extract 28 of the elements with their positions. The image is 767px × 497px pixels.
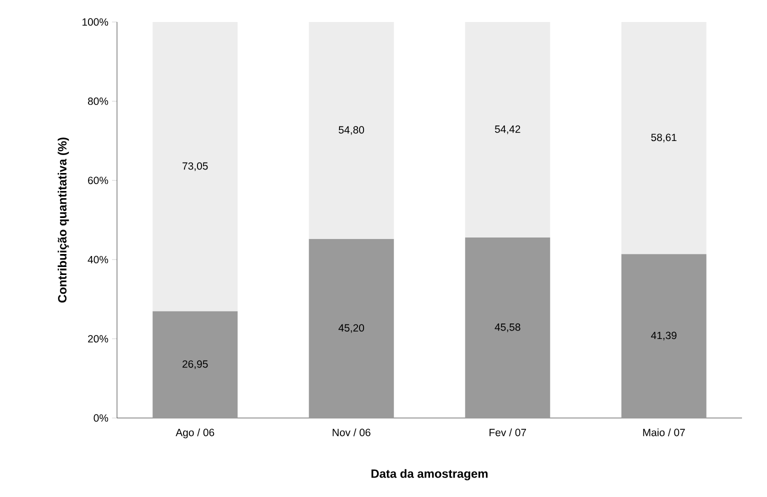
x-tick-label: Fev / 07 <box>490 428 526 436</box>
x-tick-label: Nov / 06 <box>332 428 370 436</box>
bar <box>621 254 706 418</box>
data-label: 41,39 <box>651 332 676 340</box>
y-tick-label: 40% <box>88 256 108 264</box>
x-axis-title: Data da amostragem <box>372 469 488 480</box>
bar <box>308 22 394 240</box>
bar <box>465 238 550 418</box>
data-label: 45,20 <box>338 324 364 333</box>
x-tick-label: Maio / 07 <box>643 428 685 436</box>
y-tick-label: 20% <box>88 335 108 343</box>
data-label: 45,58 <box>494 323 520 332</box>
y-tick-label: 0% <box>94 414 108 422</box>
bar <box>465 22 550 238</box>
y-axis-title: Contribuição quantitativa (%) <box>58 138 69 303</box>
bar <box>152 22 238 312</box>
bar <box>152 311 238 418</box>
y-tick-label: 100% <box>82 18 108 26</box>
data-label: 73,05 <box>182 162 208 171</box>
data-label: 54,80 <box>338 126 364 135</box>
y-tick-label: 60% <box>88 176 108 184</box>
y-tick-label: 80% <box>88 98 108 105</box>
data-label: 58,61 <box>651 134 676 142</box>
bar <box>621 22 706 254</box>
x-tick-label: Ago / 06 <box>176 428 214 438</box>
data-label: 54,42 <box>494 125 520 134</box>
bar <box>308 239 394 418</box>
data-label: 26,95 <box>182 360 208 369</box>
